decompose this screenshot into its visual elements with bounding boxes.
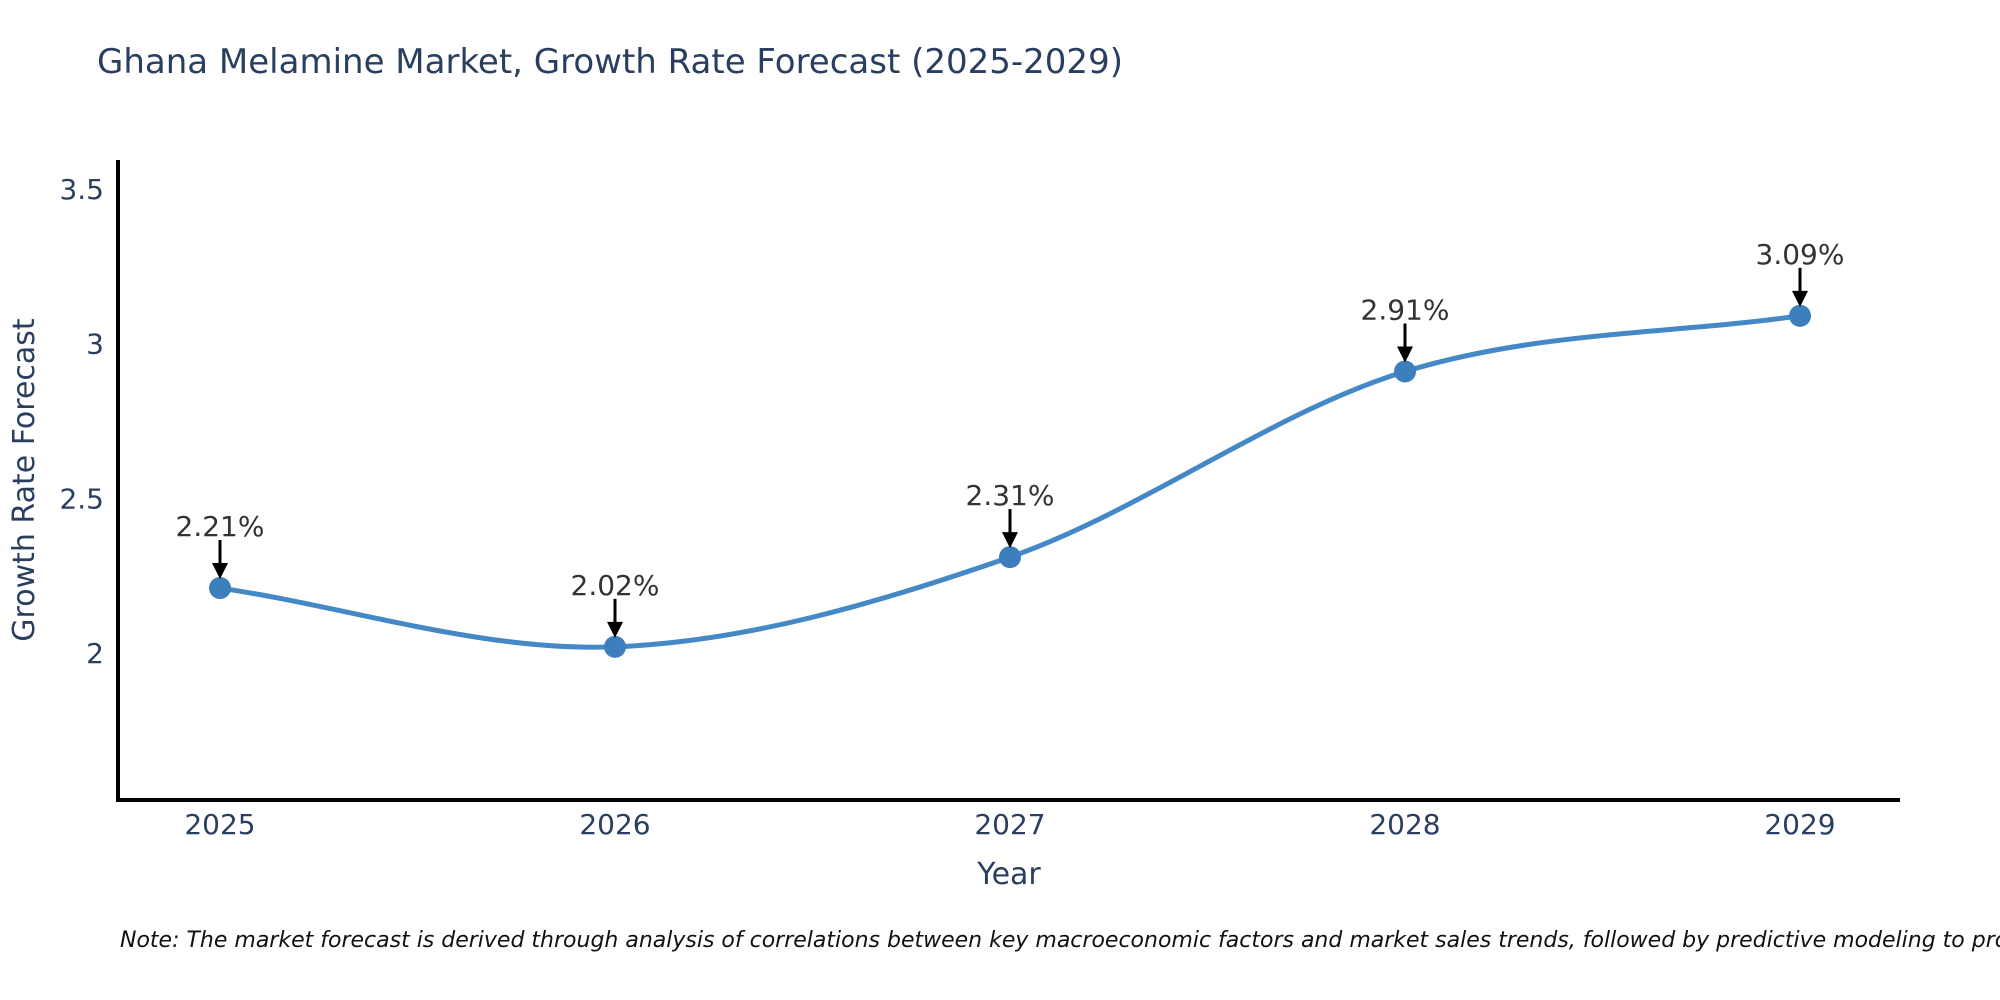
y-axis-title: Growth Rate Forecast xyxy=(7,318,42,642)
data-point-marker xyxy=(999,546,1021,569)
x-axis-title: Year xyxy=(976,857,1041,892)
y-tick-label: 3.5 xyxy=(59,173,104,206)
x-tick-label: 2029 xyxy=(1764,808,1835,841)
annotation-label: 2.31% xyxy=(966,479,1055,512)
x-tick-label: 2028 xyxy=(1369,808,1440,841)
annotation-arrowhead xyxy=(607,621,623,638)
x-tick-label: 2025 xyxy=(184,808,255,841)
data-point-marker xyxy=(209,577,231,600)
x-tick-label: 2026 xyxy=(579,808,650,841)
annotation-arrowhead xyxy=(1002,532,1018,549)
y-tick-label: 2.5 xyxy=(59,482,104,515)
data-point-marker xyxy=(1789,304,1811,327)
y-tick-label: 3 xyxy=(86,328,104,361)
footnote: Note: The market forecast is derived thr… xyxy=(120,928,2000,953)
data-point-marker xyxy=(604,635,626,658)
annotation-arrowhead xyxy=(212,563,228,580)
annotation-label: 2.21% xyxy=(176,510,265,543)
annotation-arrowhead xyxy=(1397,346,1413,363)
annotation-label: 2.02% xyxy=(571,569,660,602)
x-tick-label: 2027 xyxy=(974,808,1045,841)
chart-title: Ghana Melamine Market, Growth Rate Forec… xyxy=(97,42,1123,82)
annotation-label: 2.91% xyxy=(1361,294,1450,327)
data-point-marker xyxy=(1394,360,1416,383)
annotation-arrowhead xyxy=(1792,290,1808,307)
annotation-label: 3.09% xyxy=(1756,238,1845,271)
y-tick-label: 2 xyxy=(86,637,104,670)
